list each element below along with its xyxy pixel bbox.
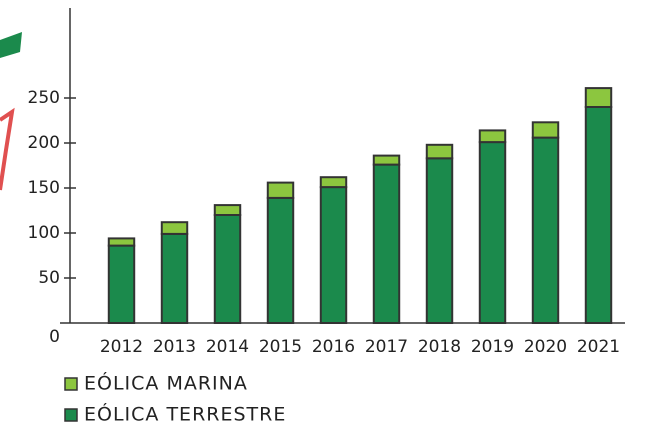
y-tick-label: 0 (49, 327, 60, 347)
bar-segment (319, 176, 348, 189)
y-tick-label: 200 (28, 133, 60, 153)
y-tick-label: 250 (28, 88, 60, 108)
legend: EÓLICA MARINA EÓLICA TERRESTRE (64, 371, 286, 426)
bar-segment (213, 214, 242, 324)
y-tick-label: 50 (38, 268, 60, 288)
bar-segment (372, 154, 401, 166)
bar-segment (160, 221, 189, 235)
decoration (0, 32, 22, 58)
x-tick-label: 2020 (524, 337, 567, 357)
bar-segment (266, 181, 295, 199)
x-tick-label: 2019 (471, 337, 514, 357)
legend-swatch (64, 408, 78, 422)
bar-segment (107, 244, 136, 325)
bar-segment (266, 196, 295, 324)
bar-segment (160, 232, 189, 324)
bar-segment (213, 204, 242, 217)
bar-segment (531, 136, 560, 324)
bar-segment (107, 237, 136, 247)
bar-segment (531, 121, 560, 139)
x-tick-label: 2014 (206, 337, 249, 357)
bar-segment (425, 157, 454, 324)
y-tick-label: 100 (28, 223, 60, 243)
bar-segment (425, 143, 454, 160)
x-tick-label: 2015 (259, 337, 302, 357)
x-tick-label: 2017 (365, 337, 408, 357)
bar-segment (584, 87, 613, 108)
bar-segment (584, 106, 613, 324)
legend-label: EÓLICA TERRESTRE (84, 402, 286, 426)
legend-label: EÓLICA MARINA (84, 371, 248, 395)
bar-segment (478, 129, 507, 144)
x-tick-label: 2013 (153, 337, 196, 357)
bar-segment (372, 163, 401, 324)
x-tick-label: 2016 (312, 337, 355, 357)
bar-segment (478, 141, 507, 324)
x-tick-label: 2021 (577, 337, 620, 357)
y-tick-label: 150 (28, 178, 60, 198)
x-tick-label: 2012 (100, 337, 143, 357)
x-tick-label: 2018 (418, 337, 461, 357)
bar-segment (319, 186, 348, 324)
legend-swatch (64, 377, 78, 391)
decoration (0, 107, 15, 191)
